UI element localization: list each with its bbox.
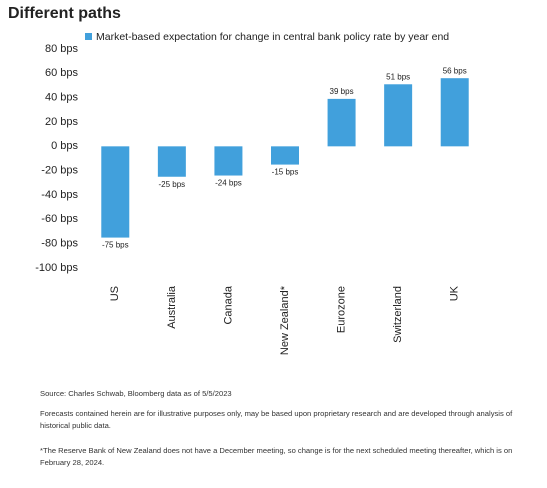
data-label: 51 bps [386, 72, 410, 81]
disclaimer-note: Forecasts contained herein are for illus… [40, 409, 513, 430]
bar [214, 146, 243, 176]
y-tick-label: 40 bps [45, 92, 79, 104]
y-tick-label: 80 bps [45, 43, 79, 55]
bar [101, 146, 130, 238]
data-label: 39 bps [330, 87, 354, 96]
y-tick-label: -80 bps [41, 238, 78, 250]
bar [440, 78, 469, 147]
y-tick-label: -40 bps [41, 189, 78, 201]
footnote: *The Reserve Bank of New Zealand does no… [40, 446, 513, 467]
x-tick-label: Australia [166, 285, 178, 329]
x-tick-label: Switzerland [392, 286, 404, 343]
data-label: -24 bps [215, 179, 242, 188]
bar [157, 146, 186, 177]
y-tick-label: 0 bps [51, 140, 78, 152]
y-tick-label: 60 bps [45, 67, 79, 79]
data-label: 56 bps [443, 66, 467, 75]
chart-title: Different paths [8, 5, 121, 22]
x-tick-label: Eurozone [335, 286, 347, 333]
y-tick-label: -20 bps [41, 165, 78, 177]
y-tick-label: -100 bps [35, 262, 78, 274]
bar [271, 146, 299, 165]
x-tick-label: New Zealand* [279, 285, 291, 355]
x-tick-label: Canada [222, 285, 234, 324]
data-label: -25 bps [159, 180, 186, 189]
legend-label: Market-based expectation for change in c… [96, 31, 449, 43]
bar [384, 84, 413, 147]
data-label: -75 bps [102, 241, 129, 250]
legend-swatch [85, 33, 92, 40]
x-tick-label: UK [449, 285, 461, 301]
source-note: Source: Charles Schwab, Bloomberg data a… [40, 389, 232, 398]
chart: Different paths Market-based expectation… [8, 5, 469, 355]
bar [327, 98, 356, 147]
data-label: -15 bps [272, 168, 299, 177]
y-tick-label: -60 bps [41, 213, 78, 225]
x-tick-label: US [109, 286, 121, 301]
y-tick-label: 20 bps [45, 116, 79, 128]
